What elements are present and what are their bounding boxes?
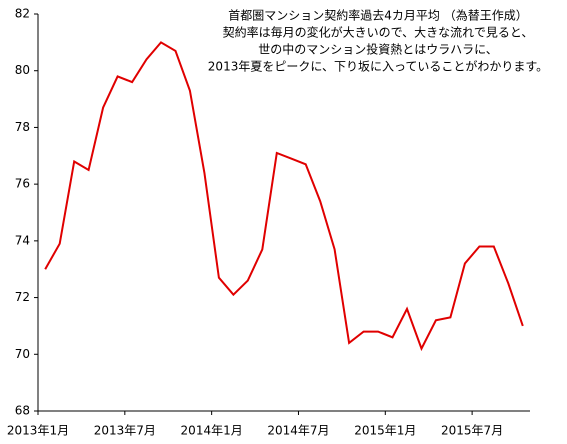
x-tick-label: 2013年7月 bbox=[94, 424, 156, 438]
annotation: 世の中のマンション投資熱とはウラハラに、 bbox=[258, 42, 498, 57]
annotation: 契約率は毎月の変化が大きいので、大きな流れで見ると、 bbox=[223, 25, 534, 40]
annotation: 2013年夏をピークに、下り坂に入っていることがわかります。 bbox=[208, 59, 548, 74]
x-tick-label: 2014年1月 bbox=[181, 424, 243, 438]
data-line bbox=[44, 41, 524, 352]
x-tick-label: 2013年1月 bbox=[7, 424, 69, 438]
y-tick-label: 68 bbox=[15, 404, 30, 418]
y-tick-label: 70 bbox=[15, 347, 30, 361]
y-tick-label: 80 bbox=[15, 63, 30, 77]
y-tick-label: 72 bbox=[15, 290, 30, 304]
x-tick-label: 2015年7月 bbox=[441, 424, 503, 438]
chart-title: 首都圏マンション契約率過去4カ月平均 （為替王作成） bbox=[228, 8, 527, 23]
x-tick-label: 2015年1月 bbox=[354, 424, 416, 438]
y-tick-label: 82 bbox=[15, 7, 30, 21]
y-tick-label: 76 bbox=[15, 177, 30, 191]
y-tick-label: 74 bbox=[15, 233, 30, 247]
x-tick-label: 2014年7月 bbox=[267, 424, 329, 438]
y-tick-label: 78 bbox=[15, 120, 30, 134]
